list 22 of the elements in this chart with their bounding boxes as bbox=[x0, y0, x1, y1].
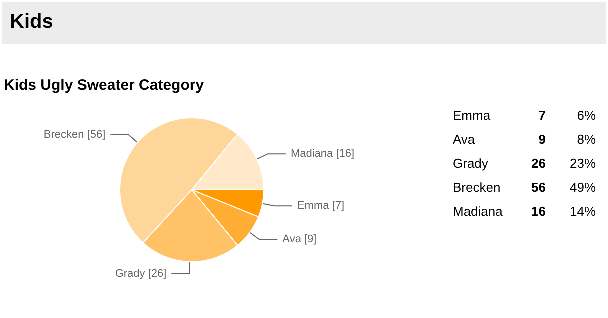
text: Emma bbox=[453, 108, 492, 123]
text: 8% bbox=[577, 132, 596, 147]
chart-subtitle: Kids Ugly Sweater Category bbox=[4, 77, 205, 94]
text: 56 bbox=[532, 180, 546, 195]
text: Brecken bbox=[453, 180, 501, 195]
text: Madiana bbox=[453, 204, 504, 219]
slice-label: Brecken [56] bbox=[44, 128, 106, 141]
text: Ava bbox=[453, 132, 476, 147]
slice-label: Grady [26] bbox=[115, 268, 167, 280]
text: 7 bbox=[538, 108, 546, 123]
slice-label: Emma [7] bbox=[297, 200, 345, 212]
text: 9 bbox=[538, 132, 546, 147]
text: 49% bbox=[570, 180, 596, 195]
text: Grady bbox=[453, 156, 489, 171]
slice-label: Ava [9] bbox=[282, 234, 317, 246]
slice-label: Madiana [16] bbox=[290, 148, 355, 160]
text: 23% bbox=[570, 156, 596, 171]
text: 14% bbox=[570, 204, 596, 219]
text: 26 bbox=[532, 156, 546, 171]
text: 6% bbox=[577, 108, 596, 123]
chart-title: Kids bbox=[10, 11, 54, 33]
text: 16 bbox=[532, 204, 546, 219]
